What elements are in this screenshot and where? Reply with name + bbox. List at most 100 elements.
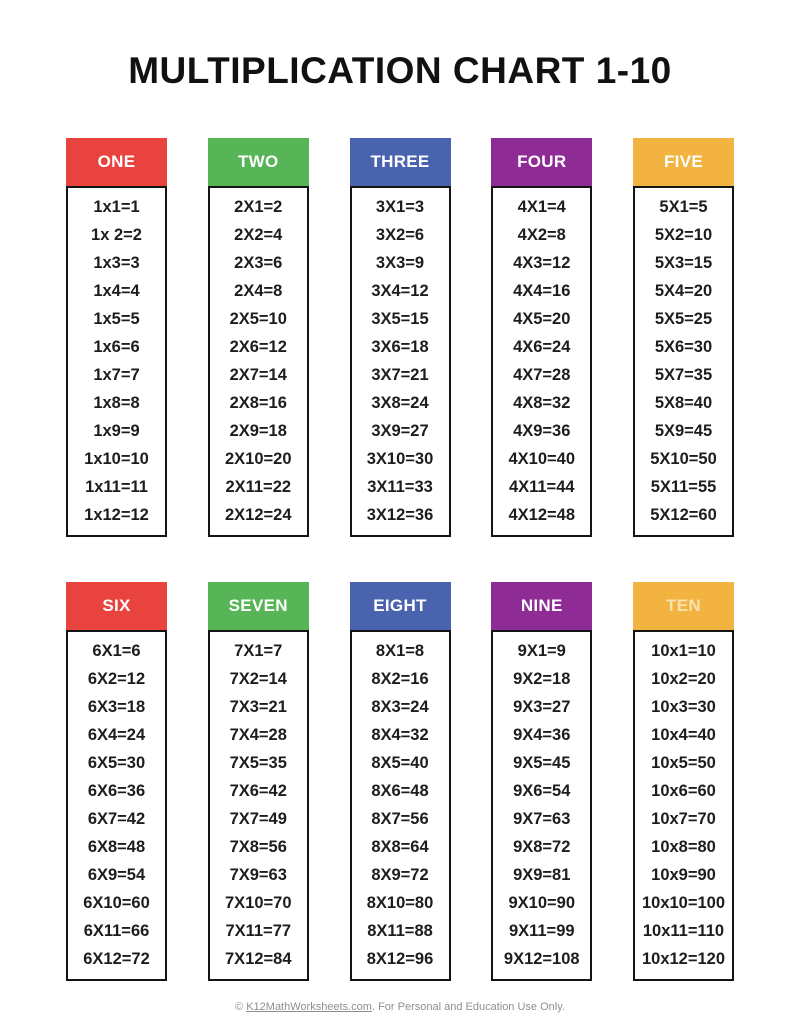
fact-cell: 2X11=22 <box>225 477 292 496</box>
fact-cell: 7X4=28 <box>229 726 287 745</box>
chart-row-2: SIX 6X1=6 6X2=12 6X3=18 6X4=24 6X5=30 6X6=36 6X… <box>66 582 734 981</box>
fact-cell: 10x9=90 <box>651 866 716 885</box>
chart-row-1: ONE 1x1=1 1x 2=2 1x3=3 1x4=4 1x5=5 1x6=6 1x7=7 1… <box>66 138 734 537</box>
fact-cell: 6X4=24 <box>87 726 146 745</box>
table-body: 2X1=2 2X2=4 2X3=6 2X4=8 2X5=10 2X6=12 2X7=14 2X… <box>207 186 309 537</box>
table-card-two: TWO 2X1=2 2X2=4 2X3=6 2X4=8 2X5=10 2X6=12 2X7=1… <box>207 138 309 537</box>
fact-cell: 4X11=44 <box>508 477 575 496</box>
fact-cell: 7X12=84 <box>224 949 292 968</box>
fact-cell: 4X2=8 <box>517 226 566 245</box>
fact-cell: 7X2=14 <box>229 670 287 689</box>
fact-cell: 5X5=25 <box>654 310 713 329</box>
fact-cell: 3X1=3 <box>375 198 425 217</box>
fact-cell: 2X9=18 <box>229 422 287 441</box>
table-header-label: FIVE <box>664 152 703 171</box>
fact-cell: 7X1=7 <box>234 642 283 661</box>
fact-cell: 6X3=18 <box>87 698 146 717</box>
table-header: THREE <box>349 138 451 186</box>
table-header: TEN <box>633 582 734 630</box>
fact-cell: 2X12=24 <box>224 505 292 524</box>
fact-cell: 3X4=12 <box>371 282 429 301</box>
fact-cell: 1x12=12 <box>84 505 149 524</box>
table-card-five: FIVE 5X1=5 5X2=10 5X3=15 5X4=20 5X5=25 5X6=30 5… <box>633 138 734 537</box>
table-header: SEVEN <box>207 582 309 630</box>
fact-cell: 6X8=48 <box>87 838 146 857</box>
footer-link[interactable]: K12MathWorksheets.com <box>246 1001 372 1013</box>
fact-cell: 10x11=110 <box>642 921 725 940</box>
table-body: 1x1=1 1x 2=2 1x3=3 1x4=4 1x5=5 1x6=6 1x7=7 1x8=… <box>66 186 167 537</box>
table-card-eight: EIGHT 8X1=8 8X2=16 8X3=24 8X4=32 8X5=40 8X6=48… <box>349 582 451 981</box>
table-header: SIX <box>66 582 167 630</box>
fact-cell: 6X11=66 <box>83 921 150 940</box>
fact-cell: 2X8=16 <box>229 394 287 413</box>
fact-cell: 1x11=11 <box>85 477 148 496</box>
table-header-label: THREE <box>370 152 430 171</box>
fact-cell: 4X1=4 <box>517 198 566 217</box>
fact-cell: 6X12=72 <box>83 949 150 968</box>
fact-cell: 4X5=20 <box>513 310 571 329</box>
fact-cell: 3X5=15 <box>371 310 429 329</box>
table-body: 8X1=8 8X2=16 8X3=24 8X4=32 8X5=40 8X6=48 8X7=5… <box>349 630 451 981</box>
fact-cell: 1x8=8 <box>93 394 140 413</box>
fact-cell: 5X8=40 <box>654 394 713 413</box>
table-card-seven: SEVEN 7X1=7 7X2=14 7X3=21 7X4=28 7X5=35 7X6=42… <box>207 582 309 981</box>
fact-cell: 9X5=45 <box>513 754 571 773</box>
fact-cell: 3X10=30 <box>366 450 434 469</box>
fact-cell: 5X10=50 <box>650 450 717 469</box>
fact-cell: 8X5=40 <box>371 754 429 773</box>
fact-cell: 9X8=72 <box>513 838 571 857</box>
fact-cell: 3X3=9 <box>375 254 425 273</box>
fact-cell: 3X11=33 <box>367 477 433 496</box>
table-card-one: ONE 1x1=1 1x 2=2 1x3=3 1x4=4 1x5=5 1x6=6 1x7=7 1… <box>66 138 167 537</box>
fact-cell: 10x7=70 <box>651 810 716 829</box>
fact-cell: 7X11=77 <box>225 921 292 940</box>
table-header-label: ONE <box>97 152 136 171</box>
fact-cell: 2X5=10 <box>229 310 287 329</box>
fact-cell: 8X1=8 <box>375 642 425 661</box>
fact-cell: 1x7=7 <box>93 366 140 385</box>
fact-cell: 6X5=30 <box>87 754 146 773</box>
fact-cell: 9X2=18 <box>513 670 571 689</box>
table-card-ten: TEN 10x1=10 10x2=20 10x3=30 10x4=40 10x5=50 10… <box>633 582 734 981</box>
fact-cell: 9X9=81 <box>513 866 571 885</box>
fact-cell: 10x4=40 <box>651 726 716 745</box>
fact-cell: 3X8=24 <box>371 394 429 413</box>
table-header-label: NINE <box>520 596 563 615</box>
fact-cell: 10x8=80 <box>651 838 716 857</box>
fact-cell: 2X6=12 <box>229 338 287 357</box>
fact-cell: 10x5=50 <box>651 754 716 773</box>
table-body: 7X1=7 7X2=14 7X3=21 7X4=28 7X5=35 7X6=42 7X7=4… <box>207 630 309 981</box>
fact-cell: 4X12=48 <box>508 505 576 524</box>
fact-cell: 9X11=99 <box>508 921 575 940</box>
fact-cell: 2X1=2 <box>234 198 283 217</box>
fact-cell: 10x1=10 <box>651 642 716 661</box>
fact-cell: 4X9=36 <box>513 422 571 441</box>
table-card-nine: NINE 9X1=9 9X2=18 9X3=27 9X4=36 9X5=45 9X6=54 9… <box>491 582 593 981</box>
fact-cell: 5X9=45 <box>654 422 713 441</box>
fact-cell: 4X6=24 <box>513 338 571 357</box>
table-header-label: EIGHT <box>373 596 427 615</box>
fact-cell: 1x 2=2 <box>91 226 142 245</box>
fact-cell: 9X6=54 <box>513 782 571 801</box>
fact-cell: 9X10=90 <box>508 894 576 913</box>
fact-cell: 2X7=14 <box>229 366 287 385</box>
fact-cell: 2X10=20 <box>224 450 292 469</box>
fact-cell: 8X6=48 <box>371 782 429 801</box>
fact-cell: 3X9=27 <box>371 422 429 441</box>
fact-cell: 9X7=63 <box>513 810 571 829</box>
fact-cell: 5X12=60 <box>650 505 717 524</box>
fact-cell: 9X4=36 <box>513 726 571 745</box>
fact-cell: 8X9=72 <box>371 866 429 885</box>
fact-cell: 1x10=10 <box>84 450 149 469</box>
table-header-label: SIX <box>102 596 131 615</box>
fact-cell: 8X4=32 <box>371 726 429 745</box>
table-body: 3X1=3 3X2=6 3X3=9 3X4=12 3X5=15 3X6=18 3X7=21 3… <box>349 186 451 537</box>
fact-cell: 6X9=54 <box>87 866 146 885</box>
fact-cell: 7X7=49 <box>229 810 287 829</box>
fact-cell: 4X8=32 <box>513 394 571 413</box>
fact-cell: 10x10=100 <box>641 894 726 913</box>
fact-cell: 5X4=20 <box>654 282 713 301</box>
fact-cell: 3X7=21 <box>371 366 429 385</box>
page-title: MULTIPLICATION CHART 1-10 <box>128 50 672 91</box>
